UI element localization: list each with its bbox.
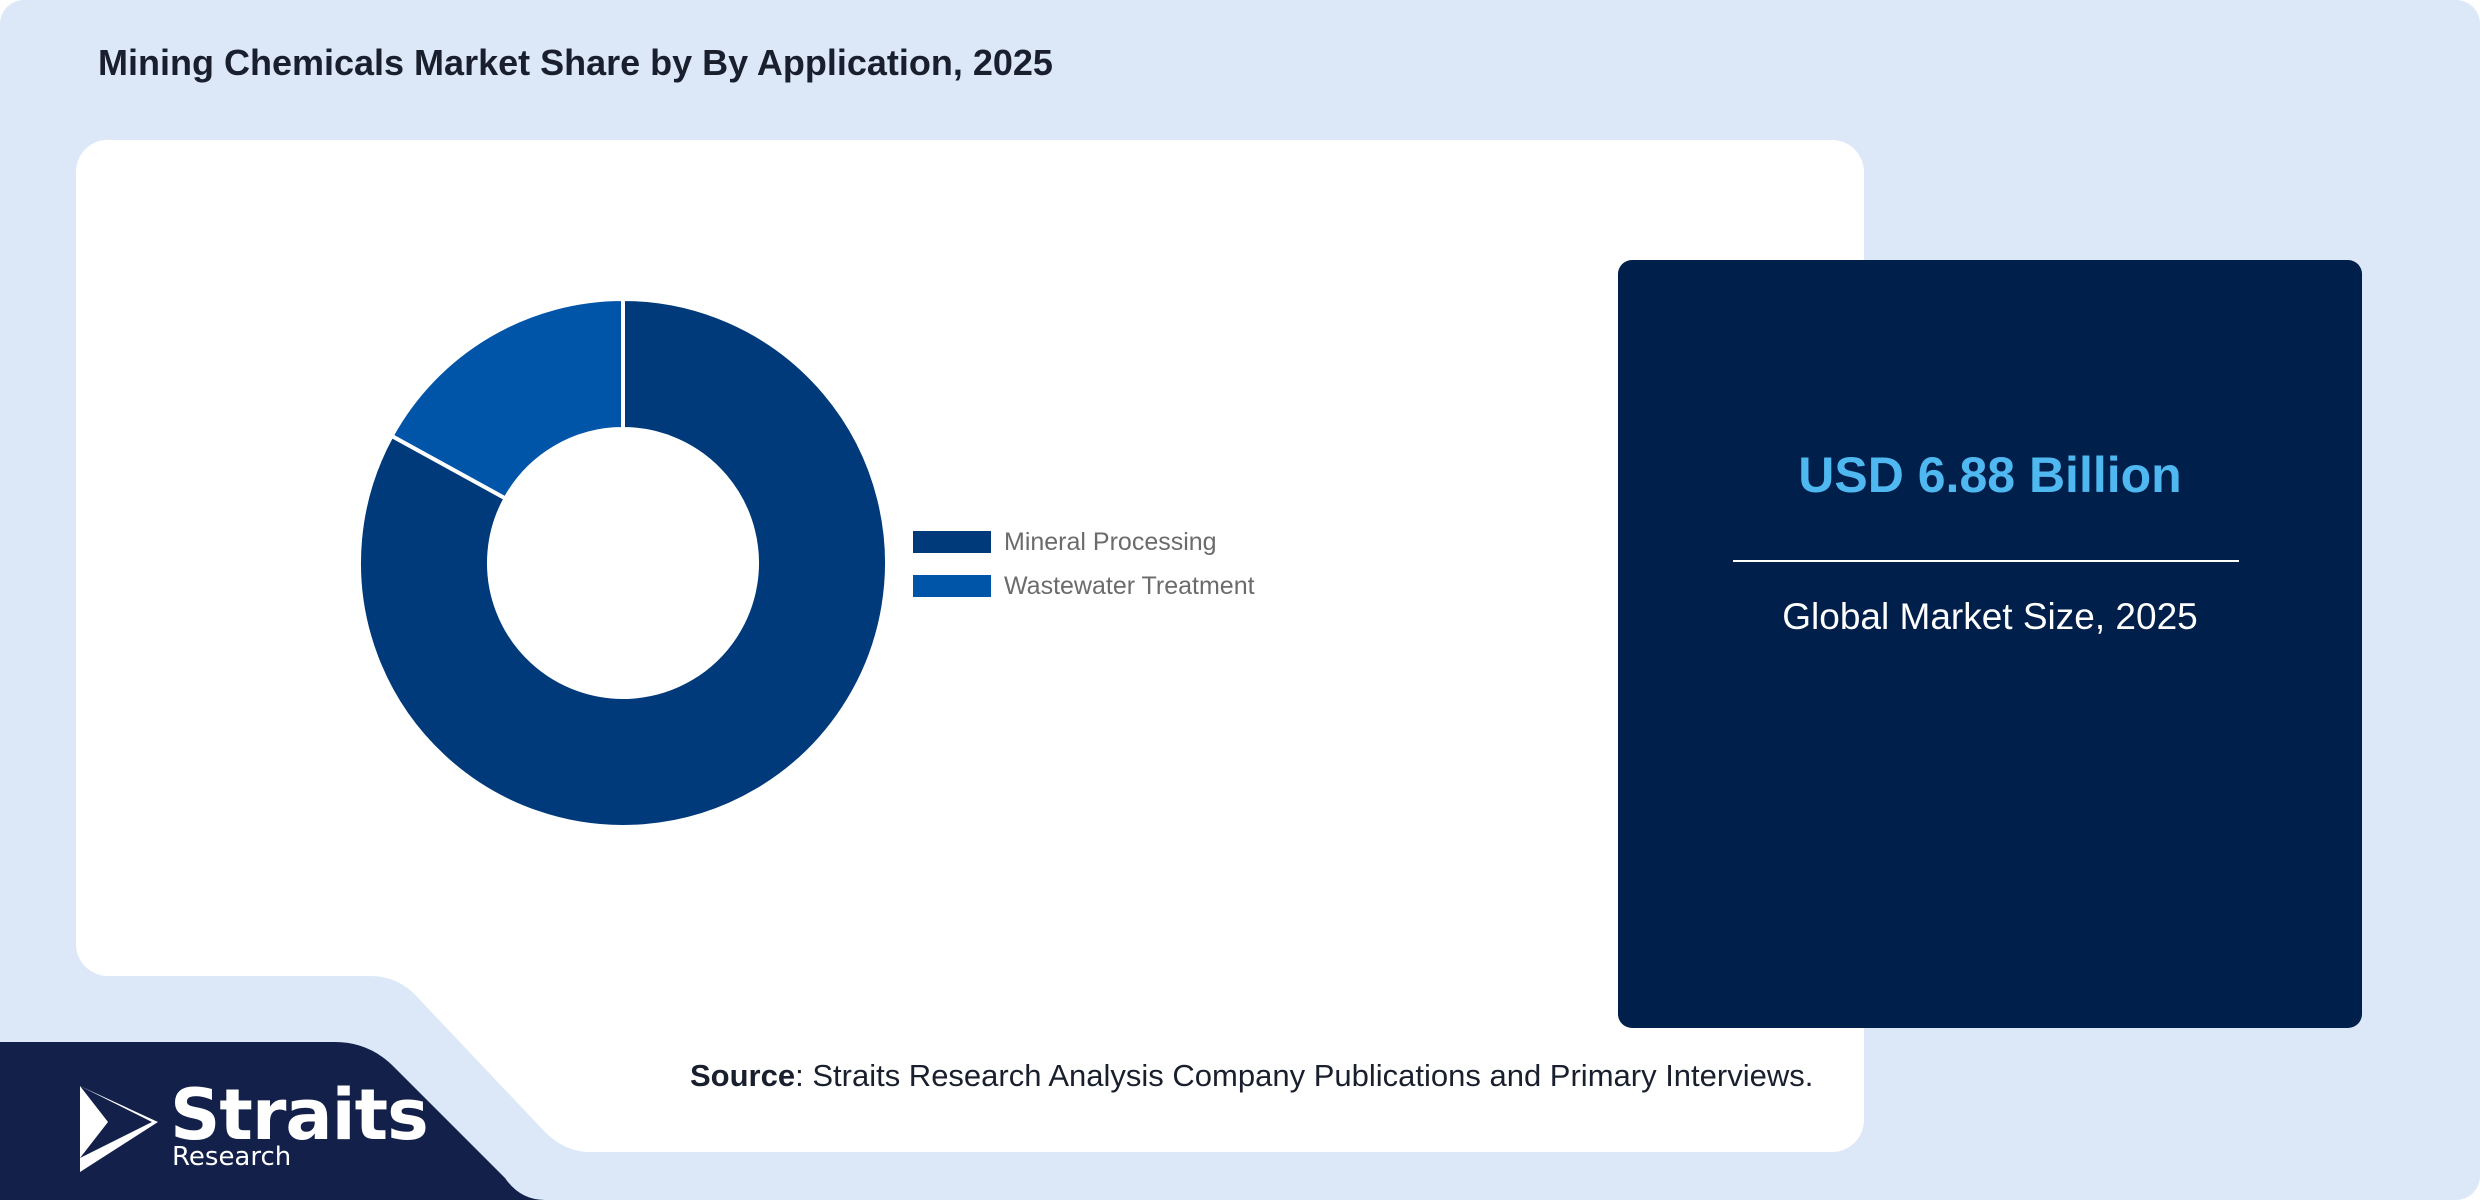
source-text: : Straits Research Analysis Company Publ… bbox=[795, 1058, 1814, 1093]
source-label: Source bbox=[690, 1058, 796, 1093]
brand-subtitle: Research bbox=[172, 1142, 292, 1172]
legend-label-wastewater-treatment: Wastewater Treatment bbox=[1004, 572, 1255, 600]
donut-slice-mineral-processing bbox=[357, 296, 889, 829]
market-size-label: Global Market Size, 2025 bbox=[1782, 596, 2198, 637]
panel-divider bbox=[1733, 560, 2239, 562]
brand-name: Straits bbox=[170, 1074, 429, 1156]
market-size-panel: USD 6.88 Billion Global Market Size, 202… bbox=[1618, 260, 2362, 1028]
legend-label-mineral-processing: Mineral Processing bbox=[1004, 528, 1217, 556]
market-size-value: USD 6.88 Billion bbox=[1798, 447, 2182, 503]
page-title: Mining Chemicals Market Share by By Appl… bbox=[98, 42, 1053, 83]
source-note: Source: Straits Research Analysis Compan… bbox=[690, 1058, 1813, 1094]
legend-swatch-mineral-processing bbox=[913, 531, 991, 553]
donut-slice-wastewater-treatment bbox=[388, 296, 625, 502]
donut-chart bbox=[357, 296, 889, 829]
footer-band bbox=[0, 1042, 545, 1200]
straits-chevron-icon bbox=[80, 1086, 158, 1172]
legend-swatch-wastewater-treatment bbox=[913, 575, 991, 597]
chart-legend: Mineral Processing Wastewater Treatment bbox=[913, 528, 1255, 600]
